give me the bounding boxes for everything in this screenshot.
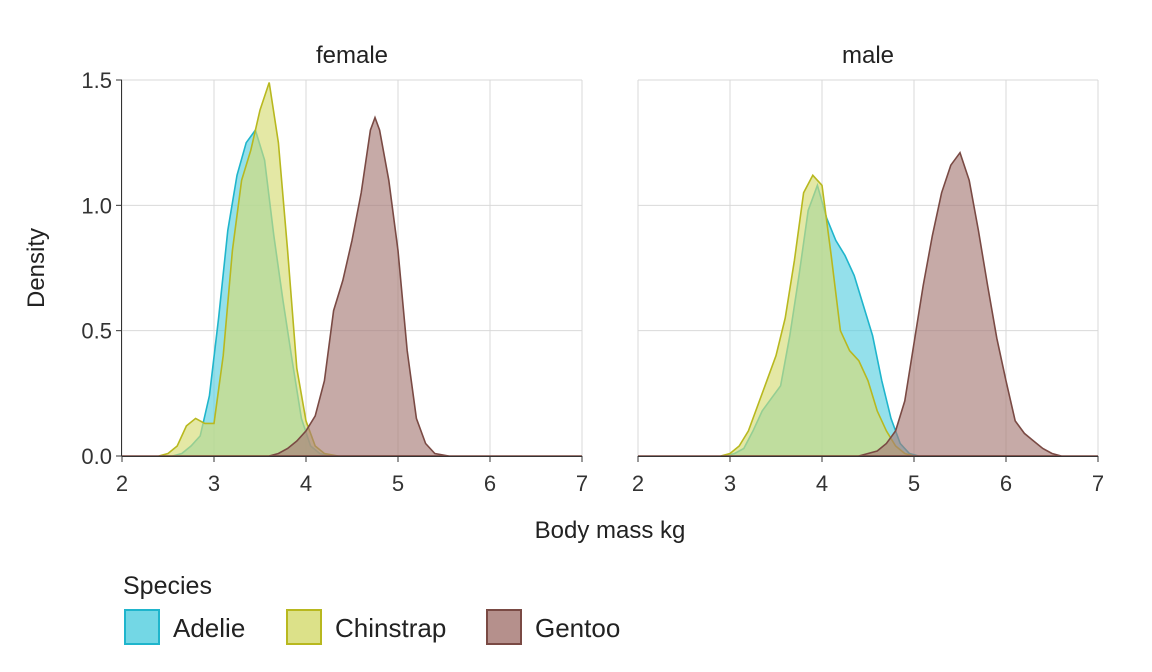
x-tick-label: 4 (300, 471, 312, 496)
x-tick-label: 7 (1092, 471, 1104, 496)
legend: Species Adelie Chinstrap Gentoo (123, 572, 620, 645)
legend-item-chinstrap: Chinstrap (286, 609, 446, 645)
density-area-gentoo (268, 115, 449, 457)
density-area-chinstrap (720, 173, 915, 457)
legend-swatch (286, 609, 322, 645)
x-tick-label: 3 (208, 471, 220, 496)
legend-swatch (124, 609, 160, 645)
x-axis-title: Body mass kg (535, 517, 686, 544)
legend-item-gentoo: Gentoo (486, 609, 620, 645)
legend-title: Species (123, 572, 212, 600)
y-tick-label: 0.0 (81, 444, 112, 469)
panel-title: male (842, 42, 894, 69)
x-tick-label: 6 (484, 471, 496, 496)
legend-item-adelie: Adelie (124, 609, 245, 645)
panel-title: female (316, 42, 388, 69)
panel-male: 2 3 4 5 6 7 male (632, 42, 1104, 496)
y-axis-title: Density (23, 228, 50, 308)
x-tick-label: 5 (908, 471, 920, 496)
x-tick-label: 2 (116, 471, 128, 496)
x-tick-label: 2 (632, 471, 644, 496)
legend-label: Chinstrap (335, 613, 446, 643)
x-tick-label: 3 (724, 471, 736, 496)
x-tick-label: 6 (1000, 471, 1012, 496)
density-area-gentoo (858, 150, 1062, 457)
x-tick-label: 4 (816, 471, 828, 496)
x-tick-label: 7 (576, 471, 588, 496)
legend-swatch (486, 609, 522, 645)
legend-label: Gentoo (535, 613, 620, 643)
y-tick-label: 1.5 (81, 68, 112, 93)
panel-female: 2 3 4 5 6 7 0.0 0.5 1.0 1.5 female (81, 42, 588, 496)
legend-label: Adelie (173, 613, 245, 643)
y-tick-label: 0.5 (81, 319, 112, 344)
y-tick-label: 1.0 (81, 193, 112, 218)
x-tick-label: 5 (392, 471, 404, 496)
